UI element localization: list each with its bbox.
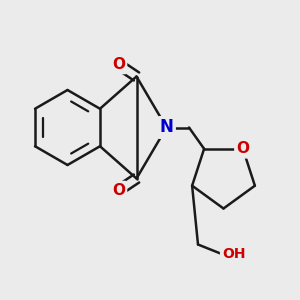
Text: N: N bbox=[160, 118, 173, 136]
Text: O: O bbox=[112, 183, 125, 198]
Text: O: O bbox=[236, 141, 249, 156]
Text: O: O bbox=[112, 57, 125, 72]
Text: OH: OH bbox=[222, 247, 245, 260]
